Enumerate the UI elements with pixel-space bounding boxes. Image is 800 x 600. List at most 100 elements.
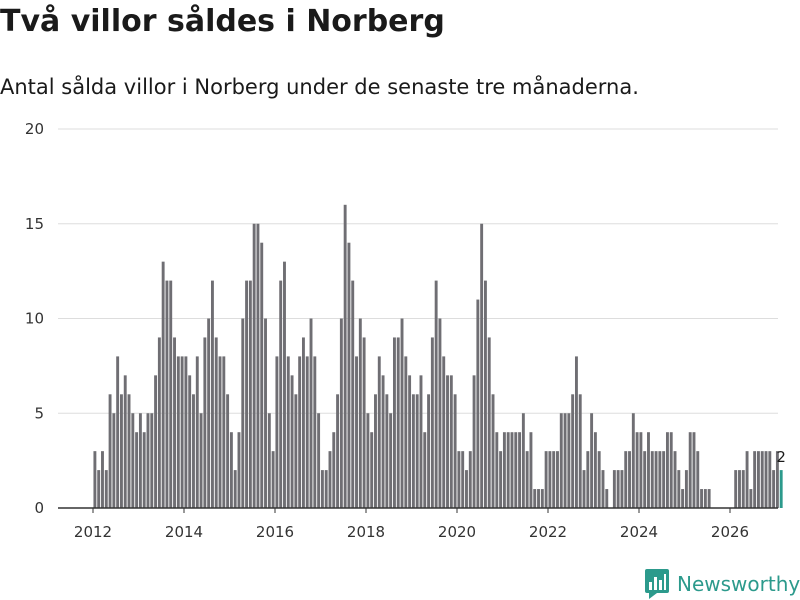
y-tick-label-5: 5 [34, 404, 44, 422]
bar [184, 356, 188, 508]
bar [119, 394, 123, 508]
bar [101, 451, 104, 508]
bar [157, 337, 161, 508]
bar [427, 394, 431, 508]
bar [540, 489, 544, 508]
bar [696, 451, 700, 508]
bar [673, 451, 677, 508]
bar [423, 432, 427, 508]
y-tick-label-20: 20 [25, 120, 44, 138]
bar [624, 451, 628, 508]
bar [116, 356, 120, 508]
bar [567, 413, 571, 508]
bar [457, 451, 461, 508]
bar [415, 394, 419, 508]
bar [207, 318, 211, 508]
bar [377, 356, 381, 508]
bar [472, 375, 476, 508]
bar [173, 337, 176, 508]
bar [320, 470, 324, 508]
bar [662, 451, 666, 508]
bar [203, 337, 207, 508]
bar [756, 451, 760, 508]
newsworthy-logo-icon [645, 569, 669, 599]
bar [548, 451, 552, 508]
bar [131, 413, 135, 508]
bar [669, 432, 673, 508]
bar [279, 280, 283, 508]
bar [343, 204, 347, 509]
bar [411, 394, 415, 508]
bar [222, 356, 226, 508]
bar [764, 451, 768, 508]
bar [127, 394, 131, 508]
bar [734, 470, 738, 508]
bar-chart: 0 5 10 15 20 2012 2014 2016 2018 2020 2022 2024 202… [25, 120, 786, 541]
bar [635, 432, 639, 508]
data-labels: 2 [776, 448, 786, 466]
bar [502, 432, 506, 508]
bar [703, 489, 707, 508]
bar [434, 280, 438, 508]
bar [226, 394, 230, 508]
bar [298, 356, 302, 508]
bar [487, 337, 491, 508]
bar [347, 242, 351, 508]
bar [612, 470, 616, 508]
bar [267, 413, 271, 508]
bar [582, 470, 586, 508]
bar [559, 413, 563, 508]
bar [707, 489, 711, 508]
bar [574, 356, 578, 508]
bar [590, 413, 594, 508]
bar [480, 223, 484, 508]
bar [658, 451, 662, 508]
bar [510, 432, 514, 508]
bar [370, 432, 374, 508]
bar [442, 356, 446, 508]
x-tick-label-2022: 2022 [529, 523, 567, 541]
bar [483, 280, 487, 508]
bar [665, 432, 669, 508]
bar [586, 451, 590, 508]
bar [449, 375, 453, 508]
bar [506, 432, 510, 508]
bar [476, 299, 480, 508]
bar [400, 318, 404, 508]
bar [514, 432, 518, 508]
bar [104, 470, 108, 508]
bar [362, 337, 366, 508]
bar [229, 432, 233, 508]
y-tick-label-10: 10 [25, 310, 44, 328]
bar [396, 337, 400, 508]
bar [210, 280, 214, 508]
bar [518, 432, 522, 508]
bar [533, 489, 537, 508]
bar [260, 242, 264, 508]
bars [93, 204, 783, 509]
bar [233, 470, 237, 508]
bar [681, 489, 685, 508]
bar [366, 413, 370, 508]
bar [146, 413, 150, 508]
bar [446, 375, 449, 508]
bar [161, 261, 165, 508]
bar [142, 432, 146, 508]
bar [521, 413, 525, 508]
bar [195, 356, 199, 508]
bar [336, 394, 340, 508]
bar [556, 451, 559, 508]
bar [578, 394, 582, 508]
bar [252, 223, 256, 508]
bar [525, 451, 529, 508]
bar [294, 394, 298, 508]
bar [461, 451, 465, 508]
bar [677, 470, 681, 508]
bar [779, 470, 783, 508]
bar [218, 356, 222, 508]
bar [108, 394, 112, 508]
bar [264, 318, 267, 508]
x-axis: 2012 2014 2016 2018 2020 2022 2024 2026 [58, 507, 778, 541]
bar [313, 356, 317, 508]
bar [286, 356, 290, 508]
